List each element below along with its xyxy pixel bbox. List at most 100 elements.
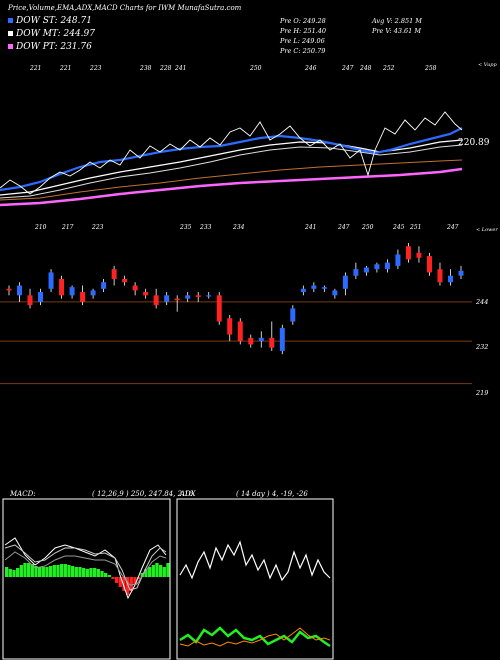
- candle-body: [6, 288, 12, 291]
- price-tick-244: 244: [476, 298, 489, 306]
- candle-body: [405, 246, 411, 260]
- lower-swing-label: 223: [91, 224, 104, 231]
- macd-histogram-bar: [115, 577, 119, 583]
- candle-body: [38, 292, 44, 302]
- macd-histogram-bar: [74, 567, 78, 577]
- candle-body: [426, 256, 432, 273]
- lower-swing-label: 241: [304, 224, 316, 231]
- macd-histogram-bar: [19, 565, 23, 577]
- prev-high: Pre H: 251.40: [280, 27, 327, 35]
- legend-st-label: DOW ST: 248.71: [16, 16, 92, 26]
- candle-body: [258, 337, 264, 342]
- candle-body: [143, 292, 149, 296]
- candle-body: [300, 288, 306, 293]
- lower-swing-label: 217: [61, 224, 74, 231]
- ema-st-line: [0, 127, 463, 192]
- candle-body: [216, 295, 222, 322]
- macd-histogram-bar: [30, 564, 34, 577]
- upper-swing-label: 246: [304, 65, 317, 72]
- macd-histogram-bar: [122, 577, 126, 591]
- adx-minus-di: [179, 627, 331, 647]
- macd-histogram-bar: [63, 564, 67, 577]
- macd-histogram-bar: [89, 568, 93, 577]
- upper-swing-label: 258: [424, 65, 437, 72]
- candle-body: [437, 269, 443, 283]
- candle-body: [195, 295, 201, 297]
- candle-body: [17, 285, 23, 296]
- ema-lt-line: [0, 159, 463, 201]
- macd-histogram-bar: [137, 577, 141, 579]
- macd-histogram-bar: [93, 568, 97, 577]
- candle-body: [279, 328, 285, 351]
- adx-panel: [176, 498, 334, 660]
- macd-histogram-bar: [8, 569, 12, 577]
- legend-ema-mt: DOW MT: 244.97: [8, 29, 95, 39]
- macd-histogram-bar: [67, 565, 71, 577]
- last-price-label: 220.89: [458, 138, 490, 148]
- macd-histogram-bar: [155, 563, 159, 577]
- ema-lines: [0, 111, 463, 207]
- legend-swatch-mt: [8, 31, 13, 36]
- price-tick-232: 232: [476, 343, 489, 351]
- candle-body: [206, 295, 212, 297]
- legend-ema-st: DOW ST: 248.71: [8, 16, 92, 26]
- macd-histogram-bar: [78, 567, 82, 577]
- macd-line: [4, 537, 167, 600]
- upper-swing-label: 241: [174, 65, 186, 72]
- lower-swing-label: 245: [392, 224, 405, 231]
- lower-swing-label: 233: [199, 224, 212, 231]
- lower-swing-label: 251: [409, 224, 421, 231]
- macd-histogram-bar: [27, 563, 31, 577]
- macd-histogram-bar: [16, 568, 20, 577]
- upper-axis-label: < Vupp: [478, 62, 497, 68]
- macd-histogram-bar: [96, 569, 100, 577]
- candle-body: [321, 287, 327, 289]
- candle-body: [311, 285, 317, 289]
- lower-axis-label: < Lower: [476, 227, 498, 233]
- candle-body: [290, 308, 296, 322]
- lower-swing-label: 247: [337, 224, 350, 231]
- macd-title: MACD:: [10, 490, 36, 498]
- candle-body: [248, 337, 254, 345]
- candlesticks: [6, 243, 464, 355]
- chart-title: Price,Volume,EMA,ADX,MACD Charts for IWM…: [8, 4, 242, 12]
- ema-pt-line: [0, 167, 463, 207]
- candle-body: [416, 252, 422, 258]
- candle-body: [185, 295, 191, 299]
- macd-histogram-bar: [71, 566, 75, 577]
- adx-params: ( 14 day ) 4, -19, -26: [236, 490, 308, 498]
- candle-body: [111, 269, 117, 279]
- ema-mt2-line: [0, 144, 463, 199]
- macd-histogram-bar: [12, 570, 16, 577]
- candle-body: [101, 282, 107, 289]
- macd-histogram-bar: [56, 565, 60, 577]
- candle-body: [132, 285, 138, 291]
- adx-plus-di: [179, 626, 331, 648]
- candle-body: [353, 269, 359, 276]
- macd-histogram-bar: [159, 565, 163, 577]
- macd-histogram-bar: [82, 568, 86, 577]
- candle-body: [384, 262, 390, 270]
- macd-histogram-bar: [126, 577, 130, 595]
- macd-histogram-bar: [100, 571, 104, 577]
- adx-title: ADX: [180, 490, 196, 498]
- prev-close: Pre C: 250.79: [280, 47, 326, 55]
- candle-body: [447, 275, 453, 283]
- lower-swing-label: 235: [179, 224, 192, 231]
- macd-histogram-bar: [38, 567, 42, 577]
- macd-histogram-bar: [34, 566, 38, 577]
- candle-body: [174, 298, 180, 301]
- macd-histogram-bar: [144, 569, 148, 577]
- price-gridlines: [0, 301, 472, 385]
- macd-histogram-bar: [162, 567, 166, 577]
- macd-histogram-bar: [60, 564, 64, 577]
- price-line: [0, 111, 463, 195]
- macd-slow-line: [4, 551, 167, 586]
- upper-swing-label: 228: [159, 65, 172, 72]
- upper-swing-label: 247: [341, 65, 354, 72]
- candle-body: [48, 272, 54, 289]
- macd-frame: [2, 498, 171, 660]
- candle-body: [237, 321, 243, 342]
- lower-swing-label: 234: [232, 224, 245, 231]
